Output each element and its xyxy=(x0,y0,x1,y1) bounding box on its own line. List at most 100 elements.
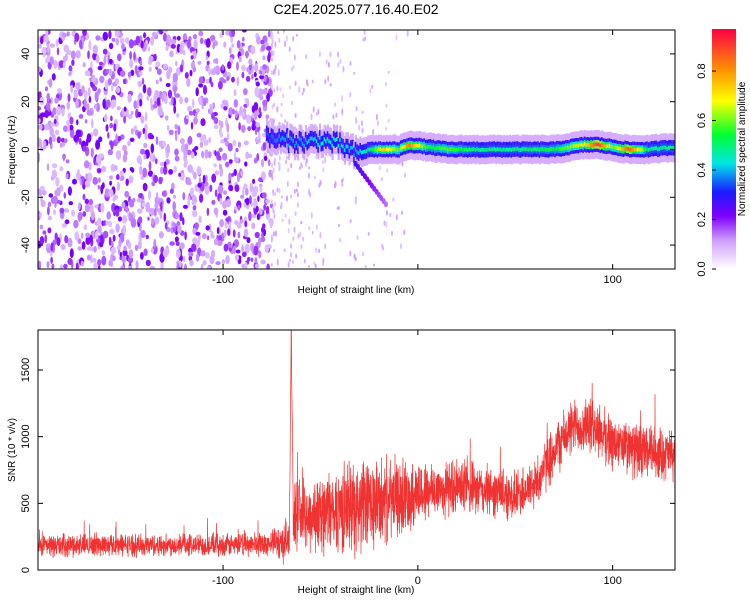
noise-speckle xyxy=(128,39,134,49)
noise-speckle xyxy=(147,216,150,221)
noise-speckle xyxy=(77,246,83,251)
spectrogram-x-axis-label: Height of straight line (km) xyxy=(298,285,415,296)
noise-speckle xyxy=(97,65,103,71)
noise-speckle xyxy=(230,36,234,43)
carrier-band xyxy=(479,148,482,152)
noise-speckle xyxy=(123,245,127,252)
noise-speckle xyxy=(121,201,126,209)
noise-speckle xyxy=(209,35,216,41)
carrier-band xyxy=(652,146,655,151)
carrier-band xyxy=(432,145,435,150)
noise-speckle xyxy=(97,265,101,269)
noise-speckle xyxy=(222,209,228,216)
noise-speckle xyxy=(125,178,129,186)
noise-speckle xyxy=(88,96,92,103)
noise-speckle xyxy=(292,65,295,69)
carrier-band xyxy=(512,147,515,151)
noise-speckle xyxy=(234,254,240,261)
noise-speckle xyxy=(274,41,277,48)
carrier-band xyxy=(290,136,294,141)
noise-speckle xyxy=(191,169,195,175)
noise-speckle xyxy=(227,142,233,152)
noise-speckle xyxy=(202,260,207,266)
noise-speckle xyxy=(253,245,259,256)
carrier-band xyxy=(401,145,404,150)
carrier-band xyxy=(373,148,376,152)
noise-speckle xyxy=(290,243,292,249)
carrier-band xyxy=(555,146,558,151)
noise-speckle xyxy=(207,151,212,159)
carrier-band xyxy=(356,150,359,154)
noise-speckle xyxy=(270,42,273,49)
noise-speckle xyxy=(163,95,168,105)
noise-speckle xyxy=(284,119,287,123)
noise-speckle xyxy=(109,228,115,235)
noise-speckle xyxy=(41,46,47,56)
noise-speckle xyxy=(39,224,44,230)
noise-speckle xyxy=(259,185,263,193)
noise-speckle xyxy=(288,46,291,52)
noise-speckle xyxy=(295,188,298,193)
noise-speckle xyxy=(174,131,178,142)
noise-speckle xyxy=(254,63,259,73)
noise-speckle xyxy=(122,154,128,163)
noise-speckle xyxy=(292,259,294,264)
noise-speckle xyxy=(82,62,86,68)
carrier-band xyxy=(390,147,393,152)
noise-speckle xyxy=(232,139,237,147)
noise-speckle xyxy=(38,118,41,124)
noise-speckle xyxy=(244,161,248,167)
carrier-band xyxy=(655,146,658,151)
noise-speckle xyxy=(150,143,155,154)
noise-speckle xyxy=(213,207,219,215)
noise-speckle xyxy=(182,192,186,201)
noise-speckle xyxy=(211,199,216,205)
noise-speckle xyxy=(228,159,233,164)
noise-speckle xyxy=(55,39,59,47)
noise-speckle xyxy=(163,63,168,70)
noise-speckle xyxy=(166,70,171,80)
carrier-band xyxy=(484,148,487,152)
noise-speckle xyxy=(161,190,167,197)
noise-speckle xyxy=(91,77,96,83)
noise-speckle xyxy=(121,43,125,50)
noise-speckle xyxy=(105,99,111,108)
noise-speckle xyxy=(115,223,120,233)
noise-speckle xyxy=(184,231,187,241)
noise-speckle xyxy=(172,72,178,83)
noise-speckle xyxy=(395,34,398,41)
noise-speckle xyxy=(274,231,277,237)
noise-speckle xyxy=(108,42,114,50)
noise-speckle xyxy=(101,250,106,256)
noise-speckle xyxy=(337,51,340,58)
colorbar-tick-label: 0.2 xyxy=(696,212,708,227)
noise-speckle xyxy=(48,78,53,88)
noise-speckle xyxy=(114,30,120,38)
carrier-band xyxy=(350,146,353,150)
noise-speckle xyxy=(213,66,216,76)
noise-speckle xyxy=(153,208,157,217)
noise-speckle xyxy=(142,182,148,192)
noise-speckle xyxy=(218,163,222,170)
noise-speckle xyxy=(251,222,256,230)
noise-speckle xyxy=(186,77,191,87)
noise-speckle xyxy=(171,96,174,105)
noise-speckle xyxy=(173,86,177,97)
noise-speckle xyxy=(153,238,157,249)
carrier-band xyxy=(371,147,375,152)
noise-speckle xyxy=(354,198,357,205)
noise-speckle xyxy=(96,168,102,174)
carrier-band xyxy=(270,134,273,138)
carrier-band xyxy=(287,143,290,148)
carrier-band xyxy=(294,144,297,148)
snr-x-axis-label: Height of straight line (km) xyxy=(298,585,415,596)
noise-speckle xyxy=(97,88,101,94)
noise-speckle xyxy=(265,205,270,215)
carrier-band xyxy=(312,137,315,142)
noise-speckle xyxy=(160,261,164,269)
noise-speckle xyxy=(54,129,60,136)
noise-speckle xyxy=(259,75,265,80)
noise-speckle xyxy=(184,72,189,79)
noise-speckle xyxy=(281,195,284,199)
carrier-band xyxy=(428,145,431,149)
